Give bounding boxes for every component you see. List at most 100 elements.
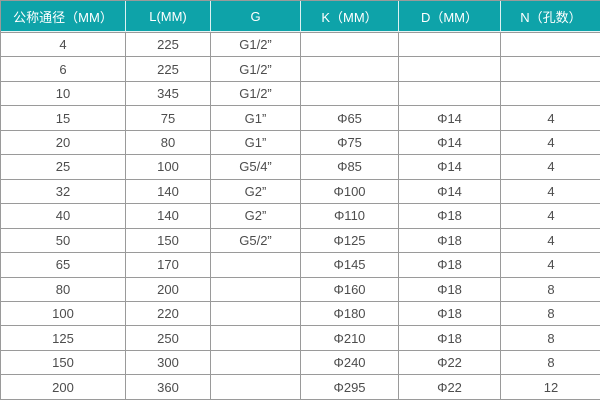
table-cell: Φ22 <box>399 374 501 399</box>
table-cell <box>501 80 600 106</box>
table-cell: 4 <box>501 252 600 277</box>
column-header-n-holes: N（孔数） <box>501 1 600 32</box>
table-cell: Φ160 <box>301 276 399 301</box>
column-header-nominal-diameter: 公称通径（MM） <box>1 1 126 32</box>
table-cell <box>211 374 301 399</box>
table-cell: 40 <box>1 203 126 228</box>
table-cell: Φ14 <box>399 105 501 130</box>
table-cell: G1/2” <box>211 32 301 57</box>
table-row: 6 225 G1/2” <box>1 56 600 81</box>
column-header-d: D（MM） <box>399 1 501 32</box>
table-cell: Φ100 <box>301 178 399 204</box>
table-cell <box>399 32 501 57</box>
column-header-l: L(MM) <box>126 1 211 32</box>
table-cell: 4 <box>501 154 600 179</box>
table-cell: 300 <box>126 349 211 375</box>
table-row: 10 345 G1/2” <box>1 80 600 106</box>
table-cell: Φ65 <box>301 105 399 130</box>
table-cell: 170 <box>126 252 211 277</box>
table-cell <box>501 56 600 81</box>
table-cell <box>211 300 301 326</box>
table-cell: 12 <box>501 374 600 399</box>
table-row: 25 100 G5/4” Φ85 Φ14 4 <box>1 154 600 179</box>
table-cell: 32 <box>1 178 126 204</box>
table-cell: Φ125 <box>301 227 399 253</box>
table-row: 200 360 Φ295 Φ22 12 <box>1 374 600 399</box>
table-cell <box>399 56 501 81</box>
table-row: 150 300 Φ240 Φ22 8 <box>1 349 600 375</box>
table-cell <box>211 349 301 375</box>
table-row: 15 75 G1” Φ65 Φ14 4 <box>1 105 600 130</box>
table-cell: G5/2” <box>211 227 301 253</box>
table-row: 65 170 Φ145 Φ18 4 <box>1 252 600 277</box>
table-cell <box>301 32 399 57</box>
table-cell: G1/2” <box>211 56 301 81</box>
table-cell: Φ14 <box>399 154 501 179</box>
table-cell: G1” <box>211 129 301 155</box>
table-cell: 10 <box>1 80 126 106</box>
table-cell <box>501 32 600 57</box>
table-cell: Φ145 <box>301 252 399 277</box>
table-cell: 80 <box>1 276 126 301</box>
table-cell: 80 <box>126 129 211 155</box>
table-cell: 100 <box>126 154 211 179</box>
table-cell: Φ240 <box>301 349 399 375</box>
table-cell: 8 <box>501 349 600 375</box>
table-cell: 200 <box>126 276 211 301</box>
table-cell: Φ18 <box>399 276 501 301</box>
table-cell: Φ85 <box>301 154 399 179</box>
table-row: 125 250 Φ210 Φ18 8 <box>1 325 600 350</box>
table-cell: 150 <box>1 349 126 375</box>
table-cell: Φ75 <box>301 129 399 155</box>
table-cell: G5/4” <box>211 154 301 179</box>
table-cell: Φ18 <box>399 203 501 228</box>
table-cell: 20 <box>1 129 126 155</box>
table-cell: 4 <box>501 129 600 155</box>
table-cell: 15 <box>1 105 126 130</box>
table-cell: 4 <box>501 105 600 130</box>
table-cell: 8 <box>501 276 600 301</box>
table-cell <box>399 80 501 106</box>
table-cell <box>301 56 399 81</box>
table-cell <box>211 276 301 301</box>
column-header-k: K（MM） <box>301 1 399 32</box>
table-row: 100 220 Φ180 Φ18 8 <box>1 300 600 326</box>
table-cell: 8 <box>501 300 600 326</box>
table-cell: Φ18 <box>399 252 501 277</box>
table-cell: 75 <box>126 105 211 130</box>
table-cell: 225 <box>126 32 211 57</box>
table-cell: 360 <box>126 374 211 399</box>
table-row: 4 225 G1/2” <box>1 32 600 57</box>
table-cell: 140 <box>126 178 211 204</box>
table-cell: G1/2” <box>211 80 301 106</box>
table-cell: 8 <box>501 325 600 350</box>
table-cell: Φ18 <box>399 300 501 326</box>
table-row: 20 80 G1” Φ75 Φ14 4 <box>1 129 600 155</box>
table-body: 4 225 G1/2” 6 225 G1/2” 10 345 G1/2” 15 75 G1” Φ65 Φ1… <box>1 32 600 399</box>
table-cell: 6 <box>1 56 126 81</box>
table-cell: Φ295 <box>301 374 399 399</box>
table-cell: Φ210 <box>301 325 399 350</box>
table-cell: 220 <box>126 300 211 326</box>
table-cell: Φ14 <box>399 178 501 204</box>
table-row: 50 150 G5/2” Φ125 Φ18 4 <box>1 227 600 253</box>
table-cell: 4 <box>501 203 600 228</box>
table-cell: 4 <box>501 178 600 204</box>
table-row: 40 140 G2” Φ110 Φ18 4 <box>1 203 600 228</box>
table-cell: Φ14 <box>399 129 501 155</box>
table-cell <box>211 252 301 277</box>
table-cell: 4 <box>501 227 600 253</box>
table-cell: 50 <box>1 227 126 253</box>
table-cell: G2” <box>211 178 301 204</box>
table-cell: 4 <box>1 32 126 57</box>
column-header-g: G <box>211 1 301 32</box>
table-cell: 345 <box>126 80 211 106</box>
table-cell: 25 <box>1 154 126 179</box>
table-row: 32 140 G2” Φ100 Φ14 4 <box>1 178 600 204</box>
table-cell: 150 <box>126 227 211 253</box>
table-cell: 125 <box>1 325 126 350</box>
table-cell: 225 <box>126 56 211 81</box>
table-cell: G1” <box>211 105 301 130</box>
